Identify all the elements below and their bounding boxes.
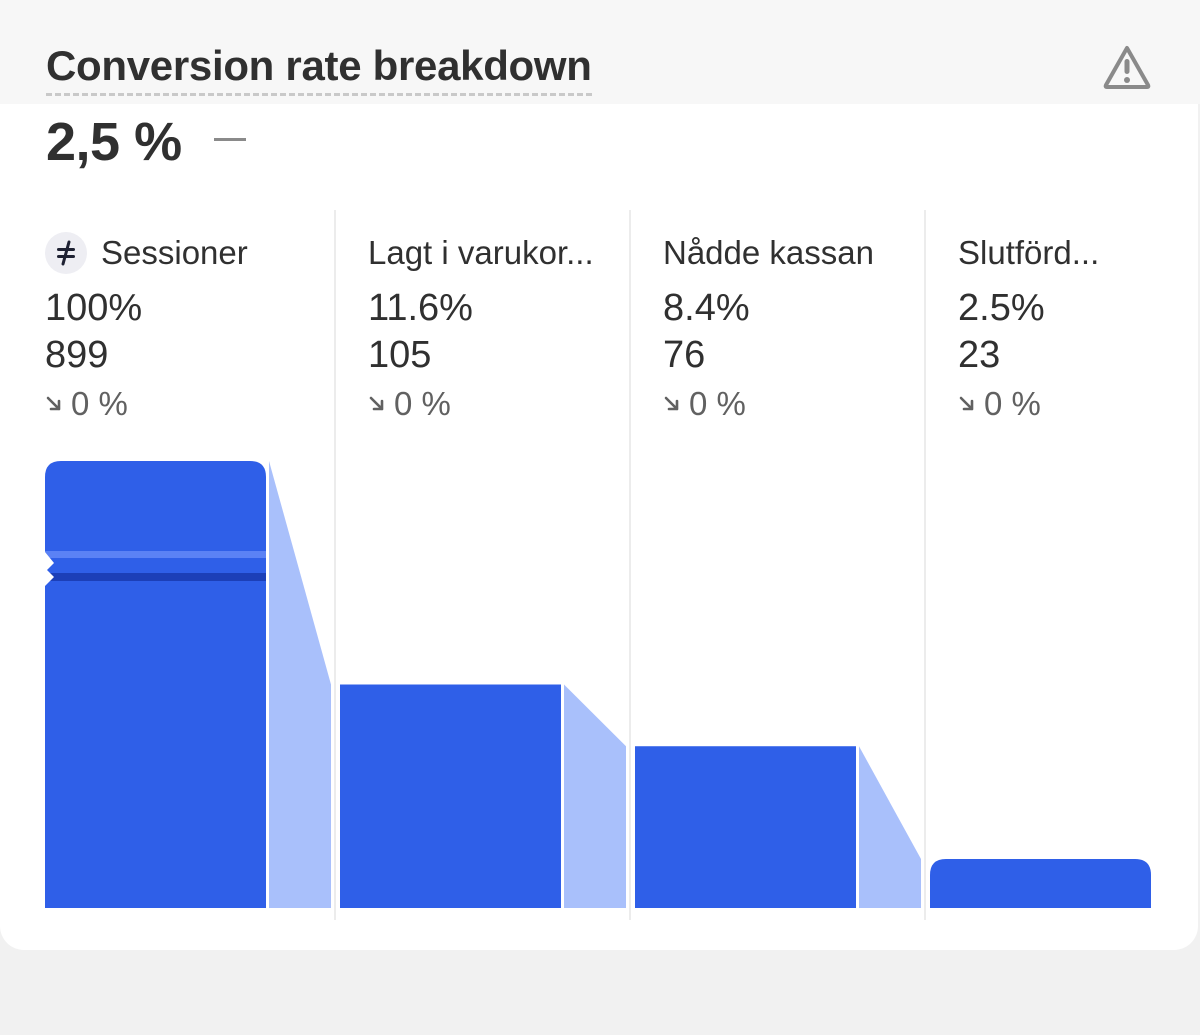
column-divider bbox=[924, 210, 926, 920]
step-change: 0 % bbox=[663, 384, 746, 424]
step-label: Lagt i varukor... bbox=[368, 234, 594, 271]
funnel-connector bbox=[269, 461, 331, 908]
step-header-cart: Lagt i varukor... bbox=[368, 228, 594, 278]
step-percent: 100% bbox=[45, 287, 143, 329]
warning-triangle-icon[interactable] bbox=[1102, 44, 1152, 90]
step-count: 23 bbox=[958, 334, 1001, 376]
step-change-value: 0 % bbox=[394, 385, 451, 422]
funnel-bar bbox=[340, 684, 561, 908]
funnel-connector bbox=[564, 684, 626, 908]
step-percent: 11.6% bbox=[368, 287, 473, 329]
step-label: Nådde kassan bbox=[663, 234, 874, 271]
axis-break-band bbox=[45, 573, 266, 581]
arrow-down-right-icon bbox=[959, 396, 974, 411]
header-strip bbox=[0, 0, 1200, 104]
step-change: 0 % bbox=[368, 384, 451, 424]
step-change-value: 0 % bbox=[984, 385, 1041, 422]
headline-comparison-dash bbox=[214, 138, 246, 141]
step-header-sessions: Sessioner bbox=[45, 228, 248, 278]
axis-break-notch bbox=[45, 568, 54, 586]
step-percent: 2.5% bbox=[958, 287, 1045, 329]
step-change-value: 0 % bbox=[71, 385, 128, 422]
strike-equal-icon bbox=[45, 232, 87, 274]
step-change: 0 % bbox=[958, 384, 1041, 424]
step-count: 105 bbox=[368, 334, 432, 376]
arrow-down-right-icon bbox=[664, 396, 679, 411]
funnel-connector bbox=[859, 746, 921, 908]
axis-break-notch bbox=[45, 552, 54, 572]
arrow-down-right-icon bbox=[369, 396, 384, 411]
step-header-completed: Slutförd... bbox=[958, 228, 1099, 278]
step-change: 0 % bbox=[45, 384, 128, 424]
funnel-bar bbox=[635, 746, 856, 908]
headline-metric: 2,5 % bbox=[46, 112, 182, 172]
axis-break-band bbox=[45, 551, 266, 558]
step-count: 76 bbox=[663, 334, 706, 376]
step-label: Slutförd... bbox=[958, 234, 1100, 271]
funnel-bar bbox=[930, 859, 1151, 908]
column-divider bbox=[629, 210, 631, 920]
step-change-value: 0 % bbox=[689, 385, 746, 422]
step-percent: 8.4% bbox=[663, 287, 750, 329]
step-count: 899 bbox=[45, 334, 109, 376]
arrow-down-right-icon bbox=[46, 396, 61, 411]
card-title[interactable]: Conversion rate breakdown bbox=[46, 40, 592, 96]
step-label: Sessioner bbox=[101, 234, 248, 271]
column-divider bbox=[334, 210, 336, 920]
step-header-checkout: Nådde kassan bbox=[663, 228, 874, 278]
funnel-bar bbox=[45, 461, 266, 908]
